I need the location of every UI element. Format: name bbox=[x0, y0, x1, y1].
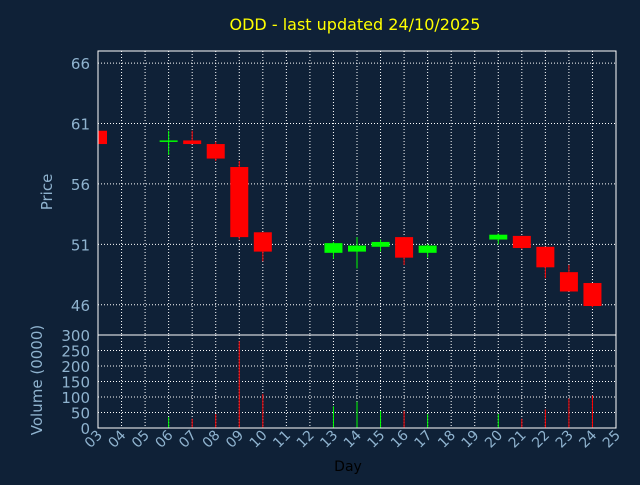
candle-body bbox=[559, 272, 578, 292]
volume-tick-label: 100 bbox=[61, 389, 90, 407]
volume-tick-label: 250 bbox=[61, 343, 90, 361]
candle bbox=[418, 244, 437, 258]
price-axis-label: Price bbox=[38, 174, 56, 211]
candle bbox=[536, 246, 555, 279]
x-tick-label: 08 bbox=[200, 428, 224, 452]
candle bbox=[183, 130, 202, 145]
candle-body bbox=[230, 167, 249, 238]
volume-tick-label: 0 bbox=[80, 420, 90, 438]
candle bbox=[395, 237, 414, 265]
candle bbox=[206, 141, 225, 161]
x-tick-label: 22 bbox=[529, 428, 553, 452]
x-tick-label: 16 bbox=[388, 427, 412, 451]
volume-tick-label: 50 bbox=[71, 405, 90, 423]
candle-body bbox=[206, 144, 225, 159]
candle-body bbox=[324, 243, 343, 253]
x-tick-label: 23 bbox=[553, 428, 577, 452]
candle bbox=[348, 237, 366, 269]
x-tick-label: 19 bbox=[459, 428, 483, 452]
x-tick-label: 18 bbox=[435, 428, 459, 452]
volume-tick-label: 200 bbox=[61, 358, 90, 376]
x-tick-label: 21 bbox=[506, 428, 530, 452]
x-tick-label: 25 bbox=[600, 428, 624, 452]
candle-body bbox=[183, 140, 202, 145]
candle bbox=[371, 239, 390, 252]
x-tick-label: 20 bbox=[482, 428, 506, 452]
candle bbox=[583, 283, 602, 308]
candle-body bbox=[536, 246, 555, 268]
candle-body bbox=[253, 232, 272, 252]
x-tick-label: 06 bbox=[153, 427, 177, 451]
candle-body bbox=[371, 241, 390, 247]
x-tick-label: 15 bbox=[364, 428, 388, 452]
axis-ticks: 03 04 05 06 07 08 09 10 11 12 13 14 15 16 17 18 19 20 21 22… bbox=[61, 55, 623, 451]
candle-body bbox=[418, 245, 437, 253]
volume-series bbox=[168, 341, 593, 428]
volume-axis-label: Volume (0000) bbox=[28, 325, 46, 435]
x-tick-label: 10 bbox=[247, 428, 271, 452]
candle bbox=[559, 264, 578, 292]
x-tick-label: 11 bbox=[270, 428, 294, 452]
candle bbox=[97, 130, 107, 145]
x-tick-label: 04 bbox=[105, 427, 129, 451]
candle bbox=[512, 235, 531, 250]
x-tick-label: 14 bbox=[341, 427, 365, 451]
volume-tick-label: 300 bbox=[61, 327, 90, 345]
candle bbox=[253, 232, 272, 262]
candle bbox=[230, 160, 249, 240]
price-tick-label: 66 bbox=[71, 55, 90, 73]
price-grid bbox=[98, 51, 616, 335]
volume-tick-label: 150 bbox=[61, 374, 90, 392]
x-tick-label: 12 bbox=[294, 428, 318, 452]
price-tick-label: 51 bbox=[71, 236, 90, 254]
x-tick-label: 09 bbox=[223, 428, 247, 452]
price-tick-label: 61 bbox=[71, 116, 90, 134]
x-tick-label: 17 bbox=[412, 428, 436, 452]
x-tick-label: 05 bbox=[129, 428, 153, 452]
x-tick-label: 13 bbox=[317, 428, 341, 452]
price-tick-label: 56 bbox=[71, 176, 90, 194]
volume-grid bbox=[98, 335, 616, 428]
price-tick-label: 46 bbox=[71, 297, 90, 315]
candle-body bbox=[98, 130, 107, 145]
candle-body bbox=[348, 245, 366, 252]
candle-body bbox=[489, 234, 508, 240]
candle bbox=[159, 130, 178, 155]
volume-panel-frame bbox=[97, 334, 617, 429]
candle-series bbox=[97, 130, 602, 308]
candle bbox=[489, 233, 508, 245]
candle-body bbox=[395, 237, 414, 258]
chart-title: ODD - last updated 24/10/2025 bbox=[230, 15, 481, 34]
candle bbox=[324, 241, 343, 259]
x-tick-label: 24 bbox=[576, 427, 600, 451]
candle-body bbox=[512, 235, 531, 248]
x-tick-label: 07 bbox=[176, 428, 200, 452]
x-axis-label: Day bbox=[334, 459, 362, 475]
candle-body bbox=[159, 140, 178, 142]
candle-body bbox=[583, 283, 602, 306]
